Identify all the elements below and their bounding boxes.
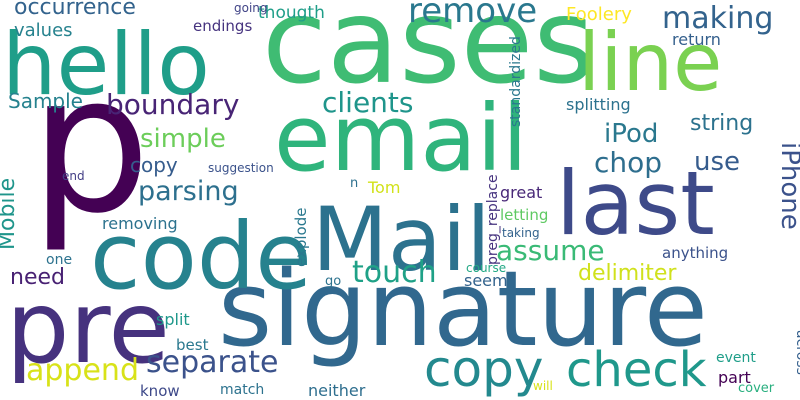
word-65: going (234, 1, 268, 15)
word-38: splitting (566, 95, 631, 114)
word-22: use (694, 147, 740, 177)
word-37: return (672, 30, 721, 49)
word-53: cover (738, 381, 775, 396)
word-60: one (46, 252, 72, 268)
word-42: letting (500, 206, 548, 224)
word-48: neither (308, 381, 366, 400)
word-44: explode (292, 208, 310, 267)
word-58: course (466, 261, 506, 275)
word-15: separate (146, 345, 278, 380)
word-28: Mobile (0, 178, 20, 250)
word-33: Foolery (566, 4, 632, 25)
word-14: touch (352, 255, 437, 290)
word-23: iPod (604, 119, 658, 149)
word-62: suggestion (208, 161, 274, 175)
word-49: know (140, 382, 180, 400)
word-57: taking (502, 226, 540, 240)
word-40: preg_replace (485, 174, 501, 265)
word-36: thougth (258, 3, 325, 23)
word-46: split (156, 310, 190, 329)
word-20: boundary (106, 88, 239, 121)
word-26: iPhone (775, 142, 800, 230)
word-56: anything (662, 244, 728, 262)
word-21: chop (594, 146, 662, 179)
word-16: append (26, 353, 139, 388)
word-54: will (533, 379, 553, 393)
word-52: event (716, 350, 756, 366)
word-27: delimiter (578, 261, 677, 286)
word-10: check (566, 342, 707, 398)
word-34: Tom (367, 178, 400, 197)
word-24: string (690, 111, 753, 136)
word-35: values (14, 20, 73, 41)
word-17: parsing (138, 176, 239, 207)
word-59: go (325, 274, 341, 289)
word-63: n (350, 176, 358, 191)
word-61: end (62, 169, 85, 183)
word-18: simple (140, 124, 226, 154)
word-11: copy (424, 340, 543, 398)
word-32: copy (130, 153, 178, 177)
word-51: best (176, 336, 209, 354)
word-30: Sample (8, 89, 83, 113)
word-39: standardized (508, 36, 524, 127)
word-55: across (793, 330, 800, 375)
word-43: removing (102, 214, 178, 233)
word-19: clients (322, 86, 414, 119)
word-12: remove (408, 0, 537, 31)
word-31: need (10, 265, 65, 290)
word-29: occurrence (14, 0, 136, 20)
word-50: match (220, 382, 264, 398)
word-64: endings (193, 17, 252, 35)
word-41: great (500, 183, 542, 202)
